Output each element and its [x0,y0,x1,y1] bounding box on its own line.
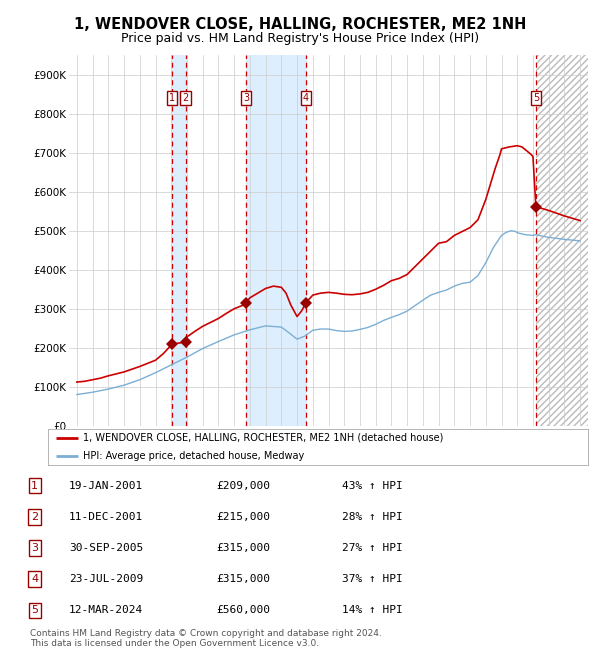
Text: 3: 3 [243,93,249,103]
Text: 14% ↑ HPI: 14% ↑ HPI [342,605,403,616]
Text: 1: 1 [31,480,38,491]
Text: Contains HM Land Registry data © Crown copyright and database right 2024.
This d: Contains HM Land Registry data © Crown c… [30,629,382,648]
Bar [172,55,185,426]
Text: 43% ↑ HPI: 43% ↑ HPI [342,480,403,491]
Text: 12-MAR-2024: 12-MAR-2024 [69,605,143,616]
Text: 2: 2 [182,93,189,103]
Text: 37% ↑ HPI: 37% ↑ HPI [342,574,403,584]
Text: 4: 4 [303,93,309,103]
Text: 1, WENDOVER CLOSE, HALLING, ROCHESTER, ME2 1NH: 1, WENDOVER CLOSE, HALLING, ROCHESTER, M… [74,17,526,32]
Text: 1: 1 [169,93,175,103]
Text: 23-JUL-2009: 23-JUL-2009 [69,574,143,584]
Text: 4: 4 [31,574,38,584]
Text: 2: 2 [31,512,38,522]
Bar [536,55,588,426]
Text: 27% ↑ HPI: 27% ↑ HPI [342,543,403,553]
Text: £215,000: £215,000 [216,512,270,522]
Text: £315,000: £315,000 [216,543,270,553]
Text: 30-SEP-2005: 30-SEP-2005 [69,543,143,553]
Text: £560,000: £560,000 [216,605,270,616]
Text: 28% ↑ HPI: 28% ↑ HPI [342,512,403,522]
Bar [536,55,588,426]
Bar [246,55,306,426]
Text: 11-DEC-2001: 11-DEC-2001 [69,512,143,522]
Text: £209,000: £209,000 [216,480,270,491]
Text: 5: 5 [31,605,38,616]
Text: Price paid vs. HM Land Registry's House Price Index (HPI): Price paid vs. HM Land Registry's House … [121,32,479,45]
Text: 19-JAN-2001: 19-JAN-2001 [69,480,143,491]
Text: 5: 5 [533,93,539,103]
Text: 1, WENDOVER CLOSE, HALLING, ROCHESTER, ME2 1NH (detached house): 1, WENDOVER CLOSE, HALLING, ROCHESTER, M… [83,433,443,443]
Text: HPI: Average price, detached house, Medway: HPI: Average price, detached house, Medw… [83,451,304,461]
Text: 3: 3 [31,543,38,553]
Text: £315,000: £315,000 [216,574,270,584]
